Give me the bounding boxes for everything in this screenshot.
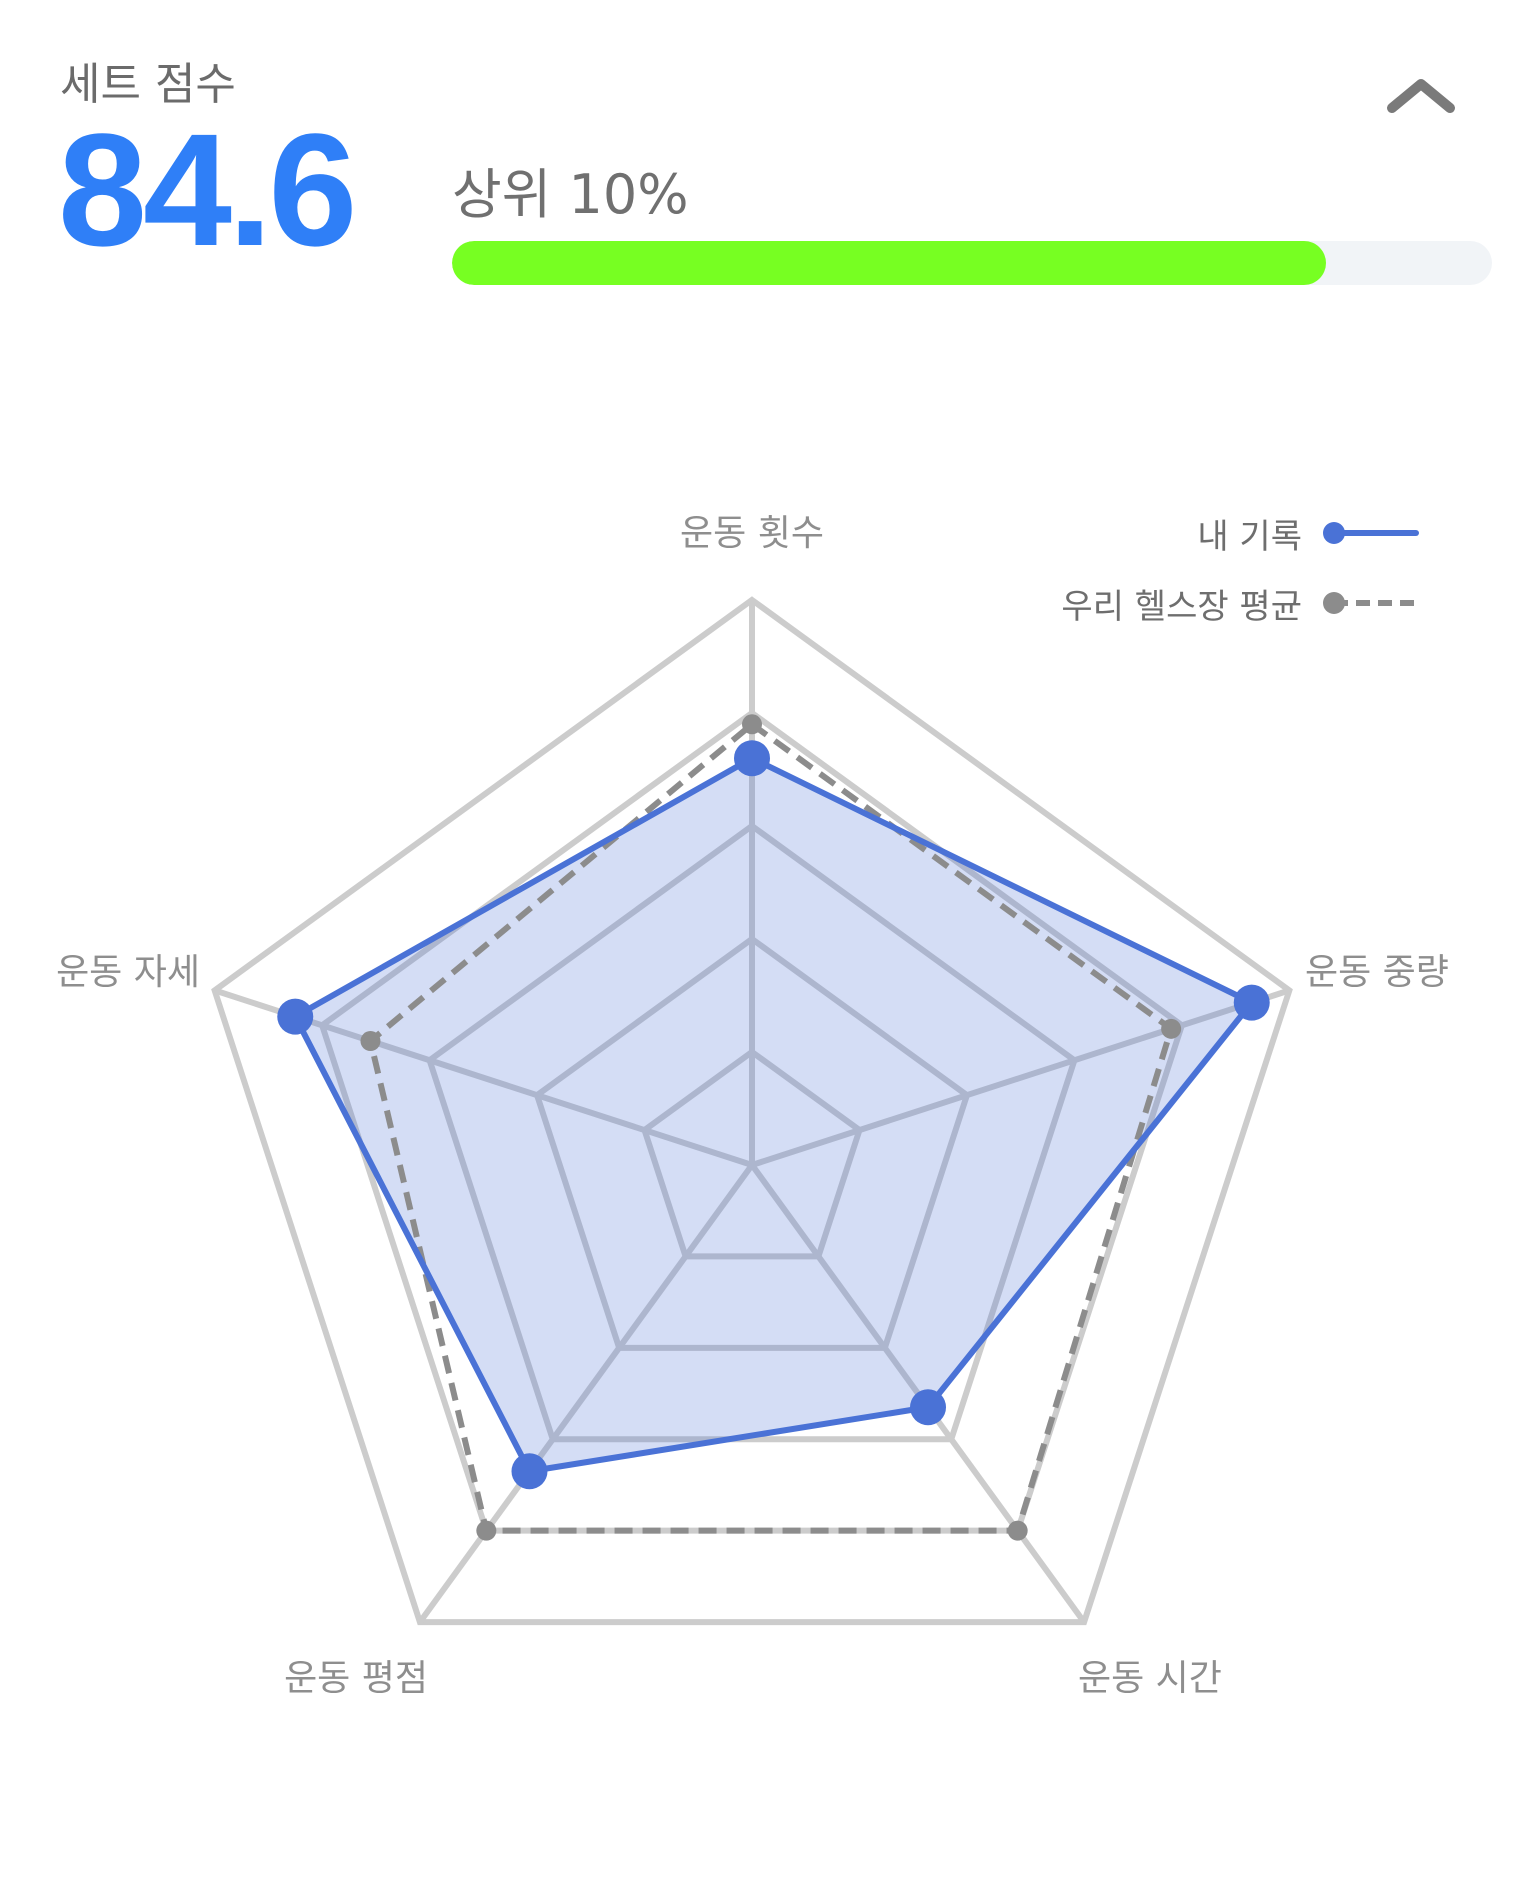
axis-label: 운동 자세 (56, 952, 200, 993)
legend-dashed-line-icon (1323, 592, 1416, 614)
radar-grid-ring (318, 709, 1186, 1534)
series-line-gym-average (367, 720, 1175, 1534)
series-fill-my-record (295, 758, 1252, 1472)
radar-axis-spoke (417, 1163, 755, 1624)
data-point-my-record (511, 1453, 548, 1490)
set-score-title: 세트 점수 (60, 59, 236, 110)
radar-grid-ring (641, 1048, 863, 1260)
series-line-my-record (292, 755, 1255, 1475)
radar-grid-ring (426, 822, 1078, 1443)
radar-grid-ring (533, 935, 971, 1351)
chart-legend: 내 기록 우리 헬스장 평균 (1061, 498, 1420, 638)
radar-grid-ring (211, 596, 1293, 1626)
data-point-my-record (1233, 984, 1270, 1021)
axis-label: 운동 횟수 (680, 513, 824, 554)
data-point-gym-average (360, 1031, 381, 1052)
data-point-my-record (734, 740, 770, 777)
set-score-value: 84.6 (58, 100, 357, 279)
legend-label-my-record: 내 기록 (1197, 516, 1302, 557)
radar-axis-spoke (213, 987, 753, 1168)
axis-label: 운동 중량 (1305, 952, 1449, 993)
chevron-up-icon (1387, 79, 1455, 113)
legend-item-gym-average: 우리 헬스장 평균 (1061, 568, 1420, 638)
collapse-button[interactable] (1376, 60, 1466, 130)
legend-solid-line-icon (1323, 522, 1419, 544)
rank-progress-bar (452, 241, 1492, 285)
data-point-gym-average (1007, 1520, 1028, 1541)
data-point-gym-average (1161, 1018, 1182, 1039)
data-point-my-record (277, 998, 314, 1035)
rank-progress-fill (452, 241, 1326, 285)
data-point-gym-average (742, 714, 762, 735)
data-point-my-record (910, 1389, 947, 1426)
radar-axis-spoke (751, 987, 1291, 1168)
radar-axis-spoke (749, 1163, 1087, 1624)
data-point-gym-average (476, 1520, 497, 1541)
legend-item-my-record: 내 기록 (1061, 498, 1420, 568)
axis-label: 운동 평점 (284, 1658, 428, 1699)
rank-percentile: 상위 10% (452, 163, 689, 226)
legend-label-gym-average: 우리 헬스장 평균 (1061, 586, 1302, 627)
axis-label: 운동 시간 (1078, 1658, 1222, 1699)
